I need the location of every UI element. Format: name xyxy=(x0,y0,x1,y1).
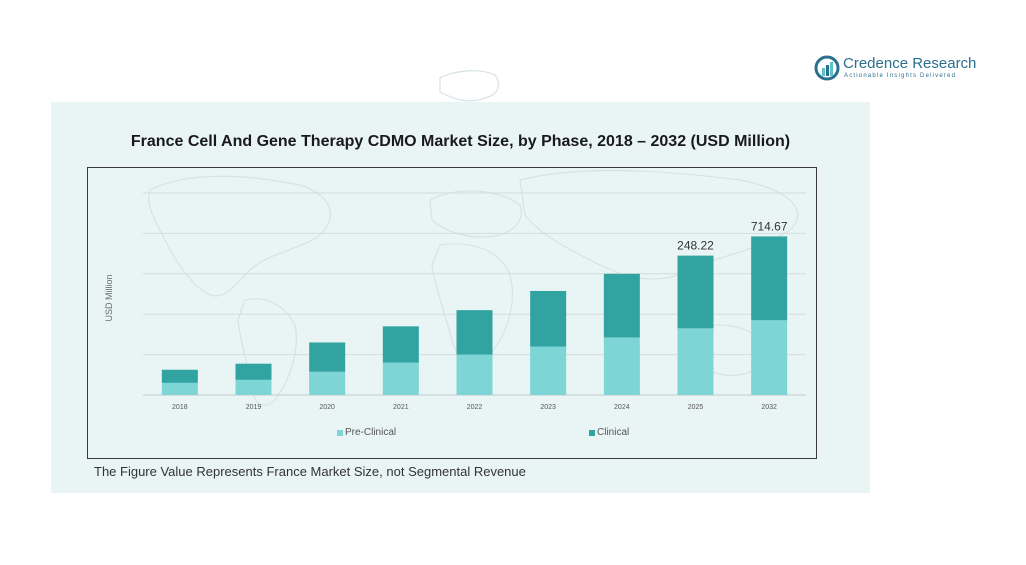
bar-pre-clinical-2032 xyxy=(751,320,788,395)
x-tick-label: 2024 xyxy=(614,404,630,411)
plot-frame xyxy=(87,167,817,459)
bar-clinical-2019 xyxy=(235,363,272,380)
legend-label-clinical: Clinical xyxy=(597,427,630,438)
bar-pre-clinical-2021 xyxy=(382,362,419,395)
logo-tagline: Actionable Insights Delivered xyxy=(844,73,957,79)
bar-pre-clinical-2025 xyxy=(677,328,714,395)
x-tick-label: 2021 xyxy=(393,404,409,411)
bar-clinical-2024 xyxy=(603,273,640,338)
bar-clinical-2025 xyxy=(677,255,714,329)
bar-clinical-2020 xyxy=(309,342,346,372)
x-tick-label: 2025 xyxy=(688,404,704,411)
logo-name: Credence Research xyxy=(843,55,977,72)
data-label: 248.22 xyxy=(677,239,714,253)
x-tick-label: 2019 xyxy=(246,404,262,411)
footnote: The Figure Value Represents France Marke… xyxy=(94,464,526,479)
legend-item-pre-clinical: Pre-Clinical xyxy=(337,427,396,438)
legend-swatch-pre-clinical xyxy=(337,429,343,436)
bar-pre-clinical-2024 xyxy=(603,337,640,395)
chart-title: France Cell And Gene Therapy CDMO Market… xyxy=(130,133,791,150)
x-tick-label: 2032 xyxy=(761,404,777,411)
x-tick-label: 2020 xyxy=(319,404,335,411)
x-tick-label: 2018 xyxy=(172,404,188,411)
bar-pre-clinical-2023 xyxy=(530,346,567,395)
brand-logo: Credence Research Actionable Insights De… xyxy=(814,52,994,84)
x-tick-label: 2022 xyxy=(467,404,483,411)
bar-clinical-2021 xyxy=(382,326,419,363)
legend-item-clinical: Clinical xyxy=(589,427,629,438)
data-label: 714.67 xyxy=(751,219,788,233)
bar-pre-clinical-2022 xyxy=(456,354,493,395)
bar-pre-clinical-2019 xyxy=(235,379,272,395)
legend-label-pre-clinical: Pre-Clinical xyxy=(345,427,397,438)
bar-clinical-2023 xyxy=(530,290,567,347)
logo-mark-icon xyxy=(814,55,840,81)
y-axis-label: USD Million xyxy=(104,274,114,322)
x-tick-label: 2023 xyxy=(540,404,556,411)
bar-pre-clinical-2018 xyxy=(161,382,198,395)
bar-pre-clinical-2020 xyxy=(309,371,346,395)
legend-swatch-clinical xyxy=(589,429,595,436)
bar-clinical-2022 xyxy=(456,310,493,355)
bar-clinical-2032 xyxy=(751,236,788,321)
bar-clinical-2018 xyxy=(161,369,198,383)
